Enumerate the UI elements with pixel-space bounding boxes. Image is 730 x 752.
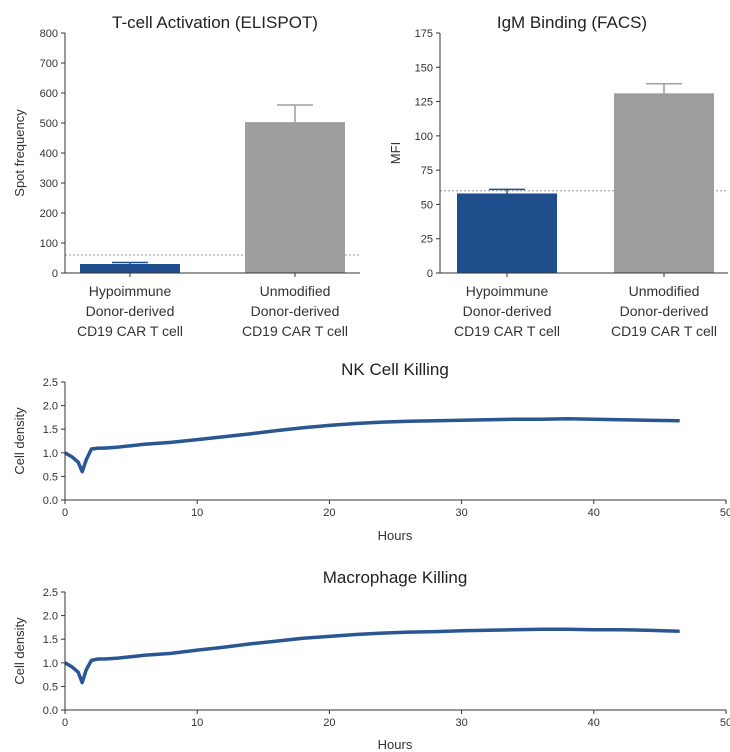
elispot-y-tick-label: 200 xyxy=(40,208,58,220)
macrophage-y-tick-label: 1.0 xyxy=(43,658,58,670)
nk-x-tick-label: 30 xyxy=(455,507,467,519)
nk-series-line xyxy=(64,417,680,474)
igm-category-label: CD19 CAR T cell xyxy=(611,323,717,339)
igm-title: IgM Binding (FACS) xyxy=(497,13,647,32)
igm-category-label: Donor-derived xyxy=(463,303,552,319)
nk-y-tick-label: 1.5 xyxy=(43,424,58,436)
igm-category-label: Donor-derived xyxy=(620,303,709,319)
macrophage-x-tick-label: 0 xyxy=(62,717,68,729)
igm-y-tick-label: 50 xyxy=(421,199,433,211)
nk-x-tick-label: 20 xyxy=(323,507,335,519)
macrophage-lines xyxy=(64,627,680,685)
igm-panel: IgM Binding (FACS) MFI 0 25 50 75 100 125 150 1… xyxy=(388,13,728,339)
igm-y-tick-label: 125 xyxy=(415,97,433,109)
macrophage-y-tick-label: 2.5 xyxy=(43,587,58,599)
igm-y-tick-label: 175 xyxy=(415,28,433,40)
igm-y-tick-label: 0 xyxy=(427,268,433,280)
elispot-y-tick-label: 700 xyxy=(40,58,58,70)
macrophage-x-label: Hours xyxy=(378,737,413,752)
nk-lines xyxy=(64,417,680,474)
elispot-bars xyxy=(80,104,345,273)
macrophage-title: Macrophage Killing xyxy=(323,568,468,587)
igm-y-label: MFI xyxy=(388,142,403,164)
nk-y-tick-label: 2.5 xyxy=(43,377,58,389)
nk-x-tick-label: 10 xyxy=(191,507,203,519)
macrophage-y-tick-label: 0.0 xyxy=(43,705,58,717)
igm-y-tick-label: 100 xyxy=(415,131,433,143)
macrophage-y-tick-label: 2.0 xyxy=(43,611,58,623)
elispot-bar xyxy=(80,264,180,273)
elispot-y-tick-label: 300 xyxy=(40,178,58,190)
macrophage-series-line xyxy=(64,627,680,685)
elispot-y-tick-label: 400 xyxy=(40,148,58,160)
elispot-title: T-cell Activation (ELISPOT) xyxy=(112,13,318,32)
igm-category-label: Unmodified xyxy=(629,283,700,299)
nk-x-tick-label: 50 xyxy=(720,507,730,519)
igm-category-label: CD19 CAR T cell xyxy=(454,323,560,339)
elispot-category-label: CD19 CAR T cell xyxy=(242,323,348,339)
igm-y-tick-label: 25 xyxy=(421,234,433,246)
macrophage-y-tick-label: 0.5 xyxy=(43,681,58,693)
elispot-y-tick-label: 500 xyxy=(40,118,58,130)
elispot-y-tick-label: 100 xyxy=(40,238,58,250)
elispot-category-label: CD19 CAR T cell xyxy=(77,323,183,339)
elispot-y-tick-label: 600 xyxy=(40,88,58,100)
nk-y-tick-label: 0.5 xyxy=(43,471,58,483)
macrophage-y-label: Cell density xyxy=(12,617,27,685)
macrophage-x-tick-label: 20 xyxy=(323,717,335,729)
igm-y-tick-label: 75 xyxy=(421,165,433,177)
igm-category-label: Hypoimmune xyxy=(466,283,549,299)
elispot-y-tick-label: 800 xyxy=(40,28,58,40)
elispot-y-tick-label: 0 xyxy=(52,268,58,280)
elispot-category-label: Donor-derived xyxy=(251,303,340,319)
nk-y-tick-label: 2.0 xyxy=(43,401,58,413)
nk-y-tick-label: 0.0 xyxy=(43,495,58,507)
nk-x-label: Hours xyxy=(378,528,413,543)
igm-y-tick-label: 150 xyxy=(415,62,433,74)
elispot-category-label: Unmodified xyxy=(260,283,331,299)
igm-bars xyxy=(457,82,714,273)
nk-x-ticks: 0 10 20 30 40 50 xyxy=(62,500,730,519)
elispot-y-label: Spot frequency xyxy=(12,109,27,197)
macrophage-y-ticks: 0.0 0.5 1.0 1.5 2.0 2.5 xyxy=(43,587,65,717)
macrophage-x-ticks: 0 10 20 30 40 50 xyxy=(62,710,730,729)
igm-bar xyxy=(457,193,557,273)
nk-y-label: Cell density xyxy=(12,407,27,475)
elispot-category-label: Donor-derived xyxy=(86,303,175,319)
macrophage-panel: Macrophage Killing Cell density Hours 0.… xyxy=(12,568,730,752)
igm-bar xyxy=(614,93,714,273)
nk-y-tick-label: 1.0 xyxy=(43,448,58,460)
elispot-category-labels: Hypoimmune Donor-derived CD19 CAR T cell Un… xyxy=(77,273,348,339)
macrophage-x-tick-label: 40 xyxy=(588,717,600,729)
macrophage-x-tick-label: 10 xyxy=(191,717,203,729)
nk-x-tick-label: 0 xyxy=(62,507,68,519)
nk-panel: NK Cell Killing Cell density Hours 0.00.… xyxy=(12,360,730,543)
igm-category-labels: Hypoimmune Donor-derived CD19 CAR T cell Un… xyxy=(454,273,717,339)
macrophage-x-tick-label: 30 xyxy=(455,717,467,729)
elispot-bar xyxy=(245,122,345,273)
macrophage-y-tick-label: 1.5 xyxy=(43,634,58,646)
elispot-category-label: Hypoimmune xyxy=(89,283,172,299)
nk-title: NK Cell Killing xyxy=(341,360,449,379)
elispot-panel: T-cell Activation (ELISPOT) Spot frequen… xyxy=(12,13,360,339)
nk-y-ticks: 0.0 0.5 1.0 1.5 2.0 2.5 xyxy=(43,377,65,507)
macrophage-x-tick-label: 50 xyxy=(720,717,730,729)
nk-x-tick-label: 40 xyxy=(588,507,600,519)
